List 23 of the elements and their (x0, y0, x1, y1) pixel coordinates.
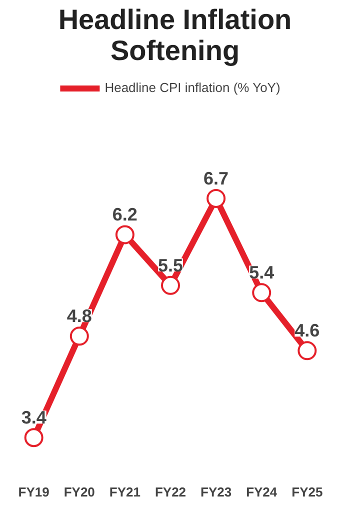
legend-label: Headline CPI inflation (% YoY) (104, 80, 280, 96)
data-label: 5.5 (158, 255, 184, 276)
chart-title: Headline Inflation Softening (57, 4, 293, 67)
x-tick-label: FY25 (292, 484, 323, 500)
data-label: 5.4 (249, 262, 274, 282)
x-tick-label: FY19 (18, 484, 50, 500)
point (298, 340, 317, 360)
data-label: 6.2 (112, 204, 138, 224)
x-tick-label: FY21 (109, 484, 140, 500)
point (70, 326, 89, 346)
x-tick-label: FY22 (154, 484, 186, 500)
data-label: 4.8 (66, 306, 92, 326)
x-tick-label: FY20 (64, 484, 95, 500)
point (252, 282, 272, 302)
point (24, 428, 44, 447)
point (115, 224, 134, 244)
data-label: 3.4 (21, 407, 46, 428)
x-tick-label: FY23 (200, 484, 232, 500)
point (206, 188, 226, 208)
data-label: 4.6 (294, 320, 320, 340)
data-label: 6.7 (204, 168, 229, 188)
x-tick-label: FY24 (246, 484, 278, 500)
point (161, 276, 180, 295)
